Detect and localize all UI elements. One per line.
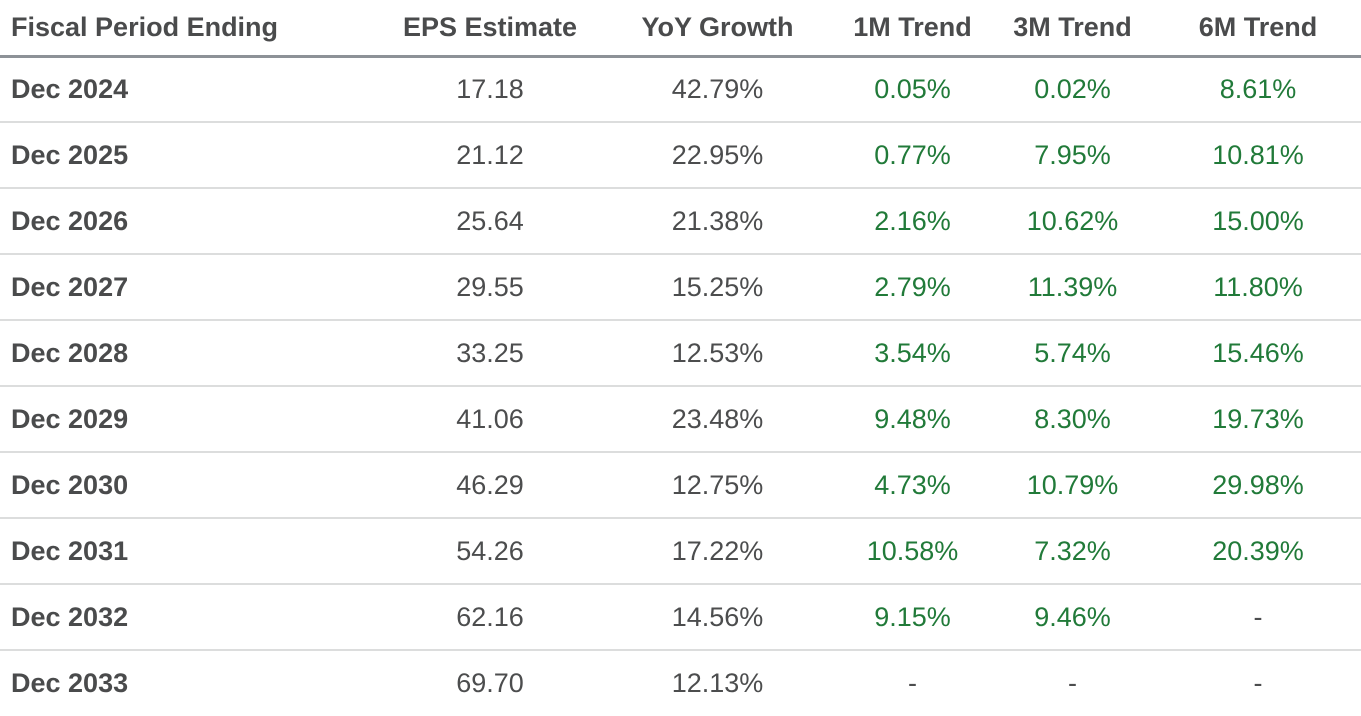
yoy-growth-cell: 14.56%	[600, 584, 835, 651]
trend-6m-cell: 15.00%	[1155, 188, 1361, 255]
fiscal-period-cell: Dec 2024	[0, 56, 380, 123]
yoy-growth-cell: 17.22%	[600, 518, 835, 585]
table-row: Dec 2030 46.29 12.75% 4.73% 10.79% 29.98…	[0, 452, 1361, 519]
fiscal-period-cell: Dec 2025	[0, 122, 380, 189]
yoy-growth-cell: 12.13%	[671, 668, 764, 698]
trend-3m-cell: 8.30%	[990, 386, 1155, 453]
table-row: Dec 2031 54.26 17.22% 10.58% 7.32% 20.39…	[0, 518, 1361, 585]
trend-1m-cell: -	[908, 668, 917, 698]
table-row: Dec 2024 17.18 42.79% 0.05% 0.02% 8.61%	[0, 56, 1361, 123]
fiscal-period-cell: Dec 2032	[0, 584, 380, 651]
eps-estimate-cell: 54.26	[380, 518, 600, 585]
table-row: Dec 2029 41.06 23.48% 9.48% 8.30% 19.73%	[0, 386, 1361, 453]
fiscal-period-cell: Dec 2033	[11, 668, 129, 698]
trend-3m-cell: 10.62%	[990, 188, 1155, 255]
trend-1m-cell: 0.05%	[835, 56, 990, 123]
trend-6m-cell: -	[1253, 668, 1263, 698]
column-header-fiscal-period-ending: Fiscal Period Ending	[0, 0, 380, 58]
trend-6m-cell: 15.46%	[1155, 320, 1361, 387]
yoy-growth-cell: 21.38%	[600, 188, 835, 255]
column-header-1m-trend: 1M Trend	[835, 0, 990, 58]
table-row: Dec 2033 69.70 12.13% - - -	[0, 650, 1361, 716]
fiscal-period-cell: Dec 2031	[0, 518, 380, 585]
trend-6m-cell: -	[1155, 584, 1361, 651]
yoy-growth-cell: 22.95%	[600, 122, 835, 189]
fiscal-period-cell: Dec 2030	[0, 452, 380, 519]
eps-estimate-cell: 25.64	[380, 188, 600, 255]
trend-3m-cell: -	[1068, 668, 1077, 698]
eps-estimate-cell: 46.29	[380, 452, 600, 519]
eps-estimate-cell: 62.16	[380, 584, 600, 651]
eps-estimate-cell: 29.55	[380, 254, 600, 321]
trend-1m-cell: 9.48%	[835, 386, 990, 453]
column-header-6m-trend: 6M Trend	[1155, 0, 1361, 58]
trend-6m-cell: 11.80%	[1155, 254, 1361, 321]
trend-6m-cell: 20.39%	[1155, 518, 1361, 585]
fiscal-period-cell: Dec 2028	[0, 320, 380, 387]
eps-estimate-cell: 33.25	[380, 320, 600, 387]
column-header-3m-trend: 3M Trend	[990, 0, 1155, 58]
fiscal-period-cell: Dec 2027	[0, 254, 380, 321]
trend-3m-cell: 7.32%	[990, 518, 1155, 585]
yoy-growth-cell: 15.25%	[600, 254, 835, 321]
eps-estimate-cell: 17.18	[380, 56, 600, 123]
table-row: Dec 2026 25.64 21.38% 2.16% 10.62% 15.00…	[0, 188, 1361, 255]
trend-6m-cell: 19.73%	[1155, 386, 1361, 453]
trend-3m-cell: 10.79%	[990, 452, 1155, 519]
yoy-growth-cell: 23.48%	[600, 386, 835, 453]
table-row: Dec 2027 29.55 15.25% 2.79% 11.39% 11.80…	[0, 254, 1361, 321]
eps-estimate-cell: 69.70	[456, 668, 524, 698]
trend-3m-cell: 0.02%	[990, 56, 1155, 123]
table-row: Dec 2025 21.12 22.95% 0.77% 7.95% 10.81%	[0, 122, 1361, 189]
fiscal-period-cell: Dec 2029	[0, 386, 380, 453]
trend-3m-cell: 11.39%	[990, 254, 1155, 321]
trend-6m-cell: 29.98%	[1155, 452, 1361, 519]
eps-estimate-cell: 21.12	[380, 122, 600, 189]
trend-1m-cell: 10.58%	[835, 518, 990, 585]
trend-3m-cell: 5.74%	[990, 320, 1155, 387]
column-header-eps-estimate: EPS Estimate	[380, 0, 600, 58]
trend-3m-cell: 9.46%	[990, 584, 1155, 651]
header-row: Fiscal Period Ending EPS Estimate YoY Gr…	[0, 0, 1361, 58]
fiscal-period-cell: Dec 2026	[0, 188, 380, 255]
trend-1m-cell: 9.15%	[835, 584, 990, 651]
trend-1m-cell: 0.77%	[835, 122, 990, 189]
trend-1m-cell: 3.54%	[835, 320, 990, 387]
trend-6m-cell: 8.61%	[1155, 56, 1361, 123]
trend-1m-cell: 2.16%	[835, 188, 990, 255]
yoy-growth-cell: 42.79%	[600, 56, 835, 123]
eps-estimate-cell: 41.06	[380, 386, 600, 453]
yoy-growth-cell: 12.53%	[600, 320, 835, 387]
trend-1m-cell: 4.73%	[835, 452, 990, 519]
trend-6m-cell: 10.81%	[1155, 122, 1361, 189]
column-header-yoy-growth: YoY Growth	[600, 0, 835, 58]
yoy-growth-cell: 12.75%	[600, 452, 835, 519]
trend-1m-cell: 2.79%	[835, 254, 990, 321]
table-row: Dec 2028 33.25 12.53% 3.54% 5.74% 15.46%	[0, 320, 1361, 387]
trend-3m-cell: 7.95%	[990, 122, 1155, 189]
table-row: Dec 2032 62.16 14.56% 9.15% 9.46% -	[0, 584, 1361, 651]
